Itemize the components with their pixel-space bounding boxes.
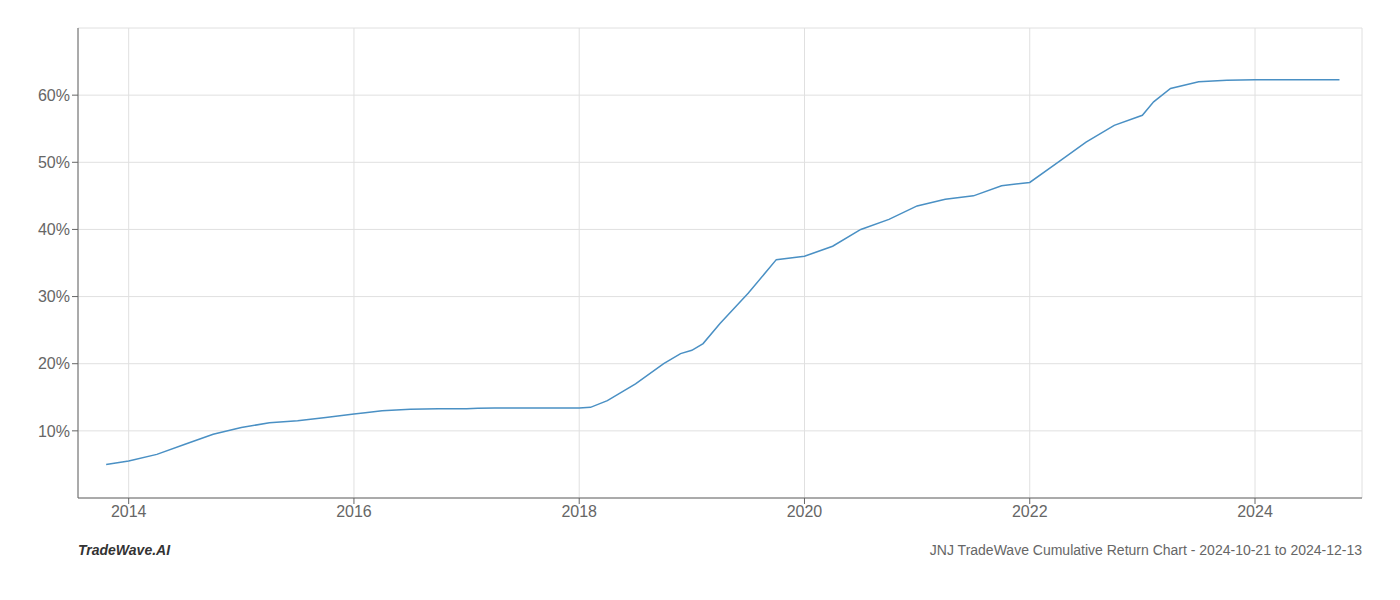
svg-text:2020: 2020 <box>787 503 823 520</box>
svg-text:30%: 30% <box>38 288 70 305</box>
svg-text:20%: 20% <box>38 355 70 372</box>
svg-text:2022: 2022 <box>1012 503 1048 520</box>
svg-text:50%: 50% <box>38 154 70 171</box>
html-text:TradeWave.AI: TradeWave.AI <box>78 542 171 558</box>
svg-text:2018: 2018 <box>561 503 597 520</box>
svg-text:2024: 2024 <box>1237 503 1273 520</box>
svg-text:10%: 10% <box>38 423 70 440</box>
svg-text:60%: 60% <box>38 87 70 104</box>
svg-text:40%: 40% <box>38 221 70 238</box>
svg-text:2016: 2016 <box>336 503 372 520</box>
html-text:JNJ TradeWave Cumulative Retur: JNJ TradeWave Cumulative Return Chart - … <box>929 542 1362 558</box>
svg-text:2014: 2014 <box>111 503 147 520</box>
